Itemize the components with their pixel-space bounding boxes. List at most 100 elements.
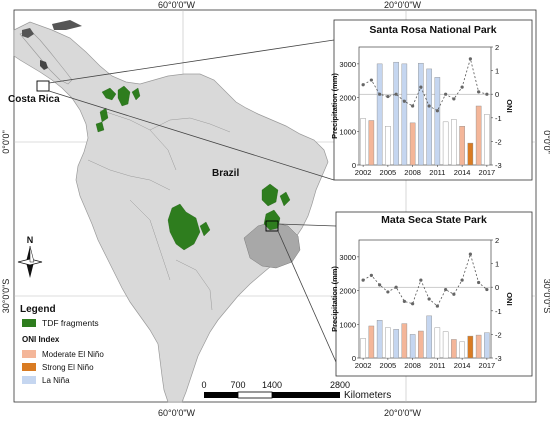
- y-tick-label: 1000: [339, 320, 356, 329]
- legend-label-moderate: Moderate El Niño: [42, 350, 104, 359]
- costa-rica-highlight: [40, 60, 48, 70]
- oni-point: [419, 85, 423, 89]
- oni-point: [386, 290, 390, 294]
- brazil-label: Brazil: [212, 168, 239, 179]
- central-america-land: [19, 29, 73, 85]
- oni-point: [452, 97, 456, 101]
- scale-tick-2: 1400: [262, 380, 282, 390]
- oni-point: [411, 302, 415, 306]
- bar: [385, 126, 391, 166]
- oni-point: [485, 92, 489, 96]
- x-tick-label: 2017: [479, 361, 496, 370]
- north-label: N: [27, 235, 34, 245]
- legend-swatch-strong: [22, 363, 36, 371]
- bar: [385, 327, 391, 359]
- oni-point: [394, 285, 398, 289]
- bar: [442, 121, 449, 166]
- x-tick-label: 2011: [429, 361, 445, 370]
- costa-rica-box: [36, 80, 50, 92]
- y2-tick-label: 0: [495, 90, 499, 99]
- scale-bar: 0 700 1400 2800 Kilometers: [201, 380, 391, 401]
- oni-point: [452, 292, 456, 296]
- y2-tick-label: 2: [495, 236, 499, 245]
- x-tick-label: 2014: [454, 168, 471, 177]
- x-tick-label: 2002: [355, 168, 372, 177]
- yucatan-dark: [22, 28, 34, 38]
- y-tick-label: 1000: [339, 127, 356, 136]
- y2-tick-label: 2: [495, 43, 499, 52]
- bar: [409, 334, 416, 359]
- bar: [393, 329, 399, 359]
- coord-top-2: 20°0'0"W: [384, 0, 422, 10]
- y-tick-label: 0: [352, 354, 356, 363]
- coord-right-2: 30°0'0"S: [542, 279, 550, 314]
- legend-swatch-lanina: [22, 376, 36, 384]
- oni-point: [361, 83, 365, 87]
- bar: [426, 68, 432, 166]
- bar: [484, 114, 490, 166]
- y2-axis-label: ONI: [505, 99, 514, 112]
- connector-lines: [48, 39, 337, 363]
- oni-point: [468, 252, 472, 256]
- bar: [376, 320, 383, 359]
- chart-mata-seca: Mata Seca State Park 0 1000 2000 3000 2 1 0 -1 -2…: [330, 214, 514, 370]
- bar: [451, 119, 457, 166]
- bar: [418, 330, 424, 359]
- y2-tick-label: -1: [495, 114, 502, 123]
- bar: [393, 61, 399, 166]
- bar: [459, 126, 465, 166]
- plot-area: [358, 46, 492, 166]
- oni-point: [444, 287, 448, 292]
- x-tick-label: 2008: [404, 361, 421, 370]
- bar: [426, 315, 432, 359]
- y-tick-label: 0: [352, 161, 356, 170]
- y2-axis-label: ONI: [505, 292, 514, 305]
- scale-tick-1: 700: [230, 380, 245, 390]
- legend-title: Legend: [20, 304, 56, 315]
- oni-point: [468, 57, 472, 61]
- legend: Legend TDF fragments ONI Index Moderate …: [20, 304, 104, 385]
- y2-tick-label: -1: [495, 307, 502, 316]
- oni-point: [427, 104, 431, 108]
- x-tick-label: 2008: [404, 168, 421, 177]
- bar: [418, 62, 424, 166]
- y-tick-label: 3000: [339, 253, 356, 262]
- coord-bottom-2: 20°0'0"W: [384, 408, 422, 418]
- bar: [484, 332, 490, 359]
- oni-point: [369, 273, 373, 277]
- oni-point: [435, 109, 439, 113]
- legend-swatch-moderate: [22, 350, 36, 358]
- bar: [376, 63, 383, 166]
- coord-top-1: 60°0'0"W: [158, 0, 196, 10]
- tdf-fragments: [95, 85, 291, 251]
- y2-tick-label: -3: [495, 354, 502, 363]
- oni-point: [402, 99, 406, 103]
- scale-tick-3: 2800: [330, 380, 350, 390]
- bar: [475, 334, 482, 359]
- oni-point: [378, 283, 382, 287]
- oni-point: [427, 297, 431, 301]
- bar: [467, 142, 474, 166]
- oni-point: [394, 92, 398, 96]
- mata-seca-box: [265, 220, 279, 232]
- y-tick-label: 2000: [339, 287, 356, 296]
- oni-point: [435, 304, 439, 308]
- bar: [442, 331, 449, 359]
- bar: [434, 327, 441, 359]
- bar: [401, 323, 408, 359]
- oni-point: [369, 78, 373, 82]
- y2-tick-label: 0: [495, 283, 499, 292]
- bar: [475, 105, 482, 166]
- oni-point: [460, 85, 464, 89]
- y-tick-label: 2000: [339, 94, 356, 103]
- legend-label-lanina: La Niña: [42, 376, 70, 385]
- costa-rica-label: Costa Rica: [8, 94, 60, 105]
- x-tick-label: 2005: [380, 168, 397, 177]
- country-borders: [87, 109, 231, 311]
- y-axis-label: Precipitation (mm): [330, 266, 339, 332]
- y-tick-label: 3000: [339, 60, 356, 69]
- legend-swatch-tdf: [22, 319, 36, 327]
- coord-right-1: 0°0'0": [542, 130, 550, 154]
